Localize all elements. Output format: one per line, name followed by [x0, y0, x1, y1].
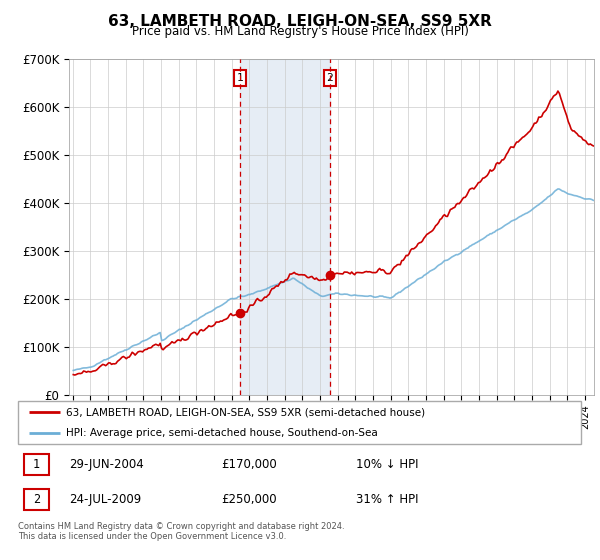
FancyBboxPatch shape — [23, 489, 49, 510]
FancyBboxPatch shape — [18, 402, 581, 444]
Text: 63, LAMBETH ROAD, LEIGH-ON-SEA, SS9 5XR: 63, LAMBETH ROAD, LEIGH-ON-SEA, SS9 5XR — [108, 14, 492, 29]
Text: Contains HM Land Registry data © Crown copyright and database right 2024.
This d: Contains HM Land Registry data © Crown c… — [18, 522, 344, 542]
Text: £250,000: £250,000 — [221, 493, 277, 506]
Text: 24-JUL-2009: 24-JUL-2009 — [69, 493, 141, 506]
Text: 1: 1 — [237, 73, 244, 83]
Text: 1: 1 — [33, 458, 40, 472]
Text: 2: 2 — [33, 493, 40, 506]
Text: 2: 2 — [326, 73, 333, 83]
Text: HPI: Average price, semi-detached house, Southend-on-Sea: HPI: Average price, semi-detached house,… — [66, 428, 377, 438]
Text: 29-JUN-2004: 29-JUN-2004 — [69, 458, 143, 472]
Bar — [240, 59, 330, 395]
FancyBboxPatch shape — [23, 454, 49, 475]
Text: £170,000: £170,000 — [221, 458, 277, 472]
Text: 31% ↑ HPI: 31% ↑ HPI — [356, 493, 419, 506]
Text: Price paid vs. HM Land Registry's House Price Index (HPI): Price paid vs. HM Land Registry's House … — [131, 25, 469, 38]
Text: 63, LAMBETH ROAD, LEIGH-ON-SEA, SS9 5XR (semi-detached house): 63, LAMBETH ROAD, LEIGH-ON-SEA, SS9 5XR … — [66, 408, 425, 418]
Text: 10% ↓ HPI: 10% ↓ HPI — [356, 458, 419, 472]
